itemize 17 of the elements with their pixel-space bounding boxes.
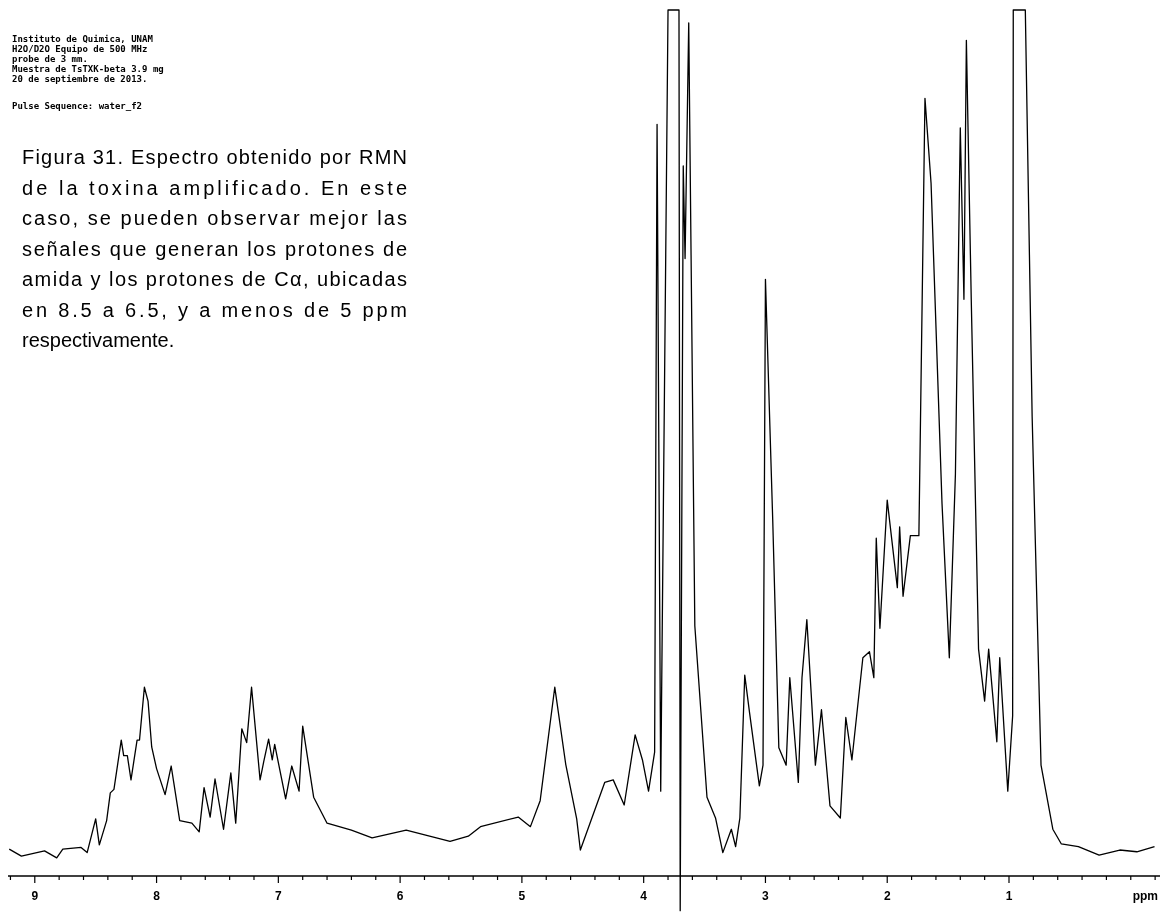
annotation: 20 de septiembre de 2013. [12,74,148,84]
x-tick-label: 1 [1005,889,1013,903]
annotation: probe de 3 mm. [12,54,88,64]
x-tick-label: 6 [396,889,404,903]
annotation: Muestra de TsTXK-beta 3.9 mg [12,64,164,74]
annotation: Instituto de Quimica, UNAM [12,34,154,44]
annotation: Figura 31. Espectro obtenido por RMN de la toxina amplificado. En este caso, se pueden observar mejor las señales que generan los protones de amida y los protones de Cα, ubicadas en 8.5 a 6.5, y a menos de 5 ppm respectivamente. [22,146,407,351]
x-tick-label: 2 [883,889,891,903]
x-tick-label: 9 [31,889,39,903]
x-tick-label: 7 [275,889,282,903]
x-axis-title: ppm [1132,889,1158,903]
x-tick-label: 4 [640,889,648,903]
x-tick-label: 8 [153,889,161,903]
x-tick-label: 5 [518,889,526,903]
annotation: Pulse Sequence: water_f2 [12,101,143,111]
x-tick-label: 3 [762,889,770,903]
annotation: H2O/D2O Equipo de 500 MHz [12,44,148,54]
